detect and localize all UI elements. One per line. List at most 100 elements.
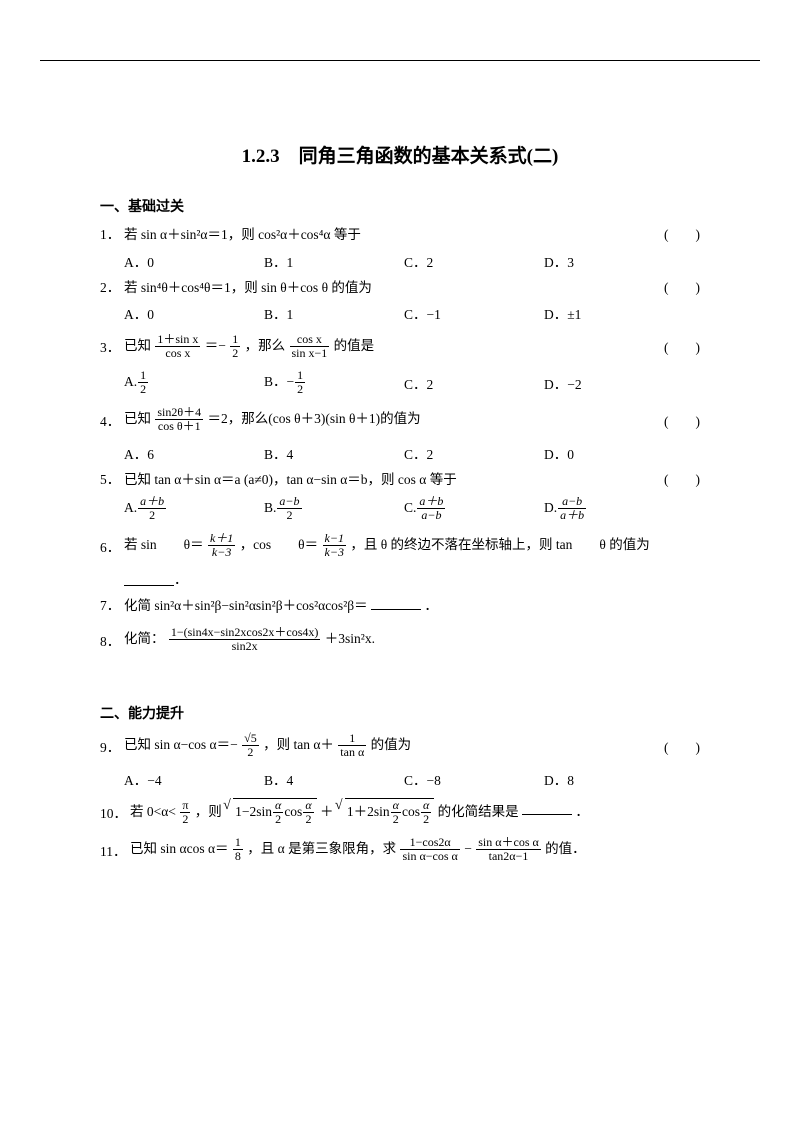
q5-text: 已知 tan α＋sin α＝a (a≠0)，tan α−sin α＝b，则 c…	[124, 469, 660, 491]
q5-opt-d: D.a−ba＋b	[544, 495, 664, 522]
q9-options: A．−4 B．4 C．−8 D．8	[124, 769, 700, 789]
q11-frac1: 18	[233, 836, 243, 863]
q11-t3: −	[464, 841, 472, 856]
q4-opt-b: B．4	[264, 443, 404, 463]
document-page: 1.2.3 同角三角函数的基本关系式(二) 一、基础过关 1． 若 sin α＋…	[40, 60, 760, 953]
q5-opt-a: A.a＋b2	[124, 495, 264, 522]
q4-options: A．6 B．4 C．2 D．0	[124, 443, 700, 463]
q3-frac1: 1＋sin xcos x	[155, 333, 200, 360]
q3-mid1: ＝−	[205, 337, 226, 352]
section-2-head: 二、能力提升	[100, 703, 700, 723]
q8-num: 8．	[100, 630, 124, 650]
q6-blank	[124, 573, 174, 586]
q10-blank	[522, 802, 572, 815]
q6-line2: ．	[100, 569, 700, 591]
q1-opt-a: A．0	[124, 251, 264, 271]
q10-t2: ，则	[195, 803, 222, 818]
q9-paren: ( )	[660, 736, 700, 756]
q7-post: ．	[424, 598, 438, 613]
q5-paren: ( )	[660, 469, 700, 491]
q3-options: A.12 B．−12 C．2 D．−2	[124, 369, 700, 396]
q10-t5: ．	[575, 803, 589, 818]
q4-num: 4．	[100, 410, 124, 430]
q4-body: 已知 sin2θ＋4cos θ＋1 ＝2，那么(cos θ＋3)(sin θ＋1…	[124, 406, 660, 433]
q9-frac2: 1tan α	[338, 732, 366, 759]
q8-frac: 1−(sin4x−sin2xcos2x＋cos4x)sin2x	[169, 626, 321, 653]
q6-body: 若 sin θ＝ k＋1k−3 ，cos θ＝ k−1k−3 ，且 θ 的终边不…	[124, 532, 700, 559]
q4-opt-c: C．2	[404, 443, 544, 463]
q2-opt-c: C．−1	[404, 303, 544, 323]
q3-opt-c: C．2	[404, 373, 544, 393]
question-8: 8． 化简： 1−(sin4x−sin2xcos2x＋cos4x)sin2x ＋…	[100, 625, 700, 655]
q5-num: 5．	[100, 469, 124, 491]
q1-opt-d: D．3	[544, 251, 664, 271]
q2-options: A．0 B．1 C．−1 D．±1	[124, 303, 700, 323]
page-title: 1.2.3 同角三角函数的基本关系式(二)	[100, 141, 700, 168]
q4-frac1: sin2θ＋4cos θ＋1	[155, 406, 203, 433]
q3-mid2: ，那么	[245, 337, 286, 352]
q5-options: A.a＋b2 B.a−b2 C.a＋ba−b D.a−ba＋b	[124, 495, 700, 522]
q3-frac2: 12	[230, 333, 240, 360]
q10-frac1: π2	[180, 799, 190, 826]
q11-t1: 已知 sin αcos α＝	[130, 841, 229, 856]
q7-body: 化简 sin²α＋sin²β−sin²αsin²β＋cos²αcos²β＝ ．	[124, 595, 700, 617]
q11-t2: ，且 α 是第三象限角，求	[247, 841, 396, 856]
q11-body: 已知 sin αcos α＝ 18 ，且 α 是第三象限角，求 1−cos2αs…	[130, 836, 700, 863]
q9-body: 已知 sin α−cos α＝− √52 ，则 tan α＋ 1tan α 的值…	[124, 732, 660, 759]
q3-pre: 已知	[124, 337, 151, 352]
question-9: 9． 已知 sin α−cos α＝− √52 ，则 tan α＋ 1tan α…	[100, 731, 700, 761]
q3-paren: ( )	[660, 336, 700, 356]
q10-body: 若 0<α< π2 ，则 1−2sinα2cosα2 ＋ 1＋2sinα2cos…	[130, 798, 700, 826]
q1-opt-b: B．1	[264, 251, 404, 271]
q9-num: 9．	[100, 736, 124, 756]
question-5: 5． 已知 tan α＋sin α＝a (a≠0)，tan α−sin α＝b，…	[100, 469, 700, 491]
q10-t1: 若 0<α<	[130, 803, 176, 818]
q3-opt-a: A.12	[124, 369, 264, 396]
q10-t3: ＋	[320, 803, 334, 818]
section-1-head: 一、基础过关	[100, 196, 700, 216]
q3-opt-b: B．−12	[264, 369, 404, 396]
q11-frac2: 1−cos2αsin α−cos α	[400, 836, 459, 863]
q10-num: 10．	[100, 802, 130, 822]
q9-frac1: √52	[242, 732, 259, 759]
q9-opt-a: A．−4	[124, 769, 264, 789]
question-4: 4． 已知 sin2θ＋4cos θ＋1 ＝2，那么(cos θ＋3)(sin …	[100, 405, 700, 435]
question-1: 1． 若 sin α＋sin²α＝1，则 cos²α＋cos⁴α 等于 ( )	[100, 224, 700, 246]
q11-num: 11．	[100, 840, 130, 860]
q1-opt-c: C．2	[404, 251, 544, 271]
page-footer	[100, 873, 700, 913]
q4-opt-d: D．0	[544, 443, 664, 463]
question-2: 2． 若 sin⁴θ＋cos⁴θ＝1，则 sin θ＋cos θ 的值为 ( )	[100, 277, 700, 299]
q9-t2: ，则 tan α＋	[263, 737, 334, 752]
q2-opt-d: D．±1	[544, 303, 664, 323]
q3-body: 已知 1＋sin xcos x ＝− 12 ，那么 cos xsin x−1 的…	[124, 333, 660, 360]
q10-sqrt1: 1−2sinα2cosα2	[225, 798, 317, 826]
q3-num: 3．	[100, 336, 124, 356]
q5-opt-b: B.a−b2	[264, 495, 404, 522]
spacer	[100, 663, 700, 693]
q1-num: 1．	[100, 224, 124, 246]
q2-opt-a: A．0	[124, 303, 264, 323]
question-11: 11． 已知 sin αcos α＝ 18 ，且 α 是第三象限角，求 1−co…	[100, 835, 700, 865]
question-10: 10． 若 0<α< π2 ，则 1−2sinα2cosα2 ＋ 1＋2sinα…	[100, 797, 700, 827]
question-7: 7． 化简 sin²α＋sin²β−sin²αsin²β＋cos²αcos²β＝…	[100, 595, 700, 617]
q3-opt-d: D．−2	[544, 373, 664, 393]
q6-frac2: k−1k−3	[323, 532, 346, 559]
q2-num: 2．	[100, 277, 124, 299]
q6-t1: 若 sin θ＝	[124, 537, 204, 552]
q1-text: 若 sin α＋sin²α＝1，则 cos²α＋cos⁴α 等于	[124, 224, 660, 246]
q9-opt-c: C．−8	[404, 769, 544, 789]
q6-t4: ．	[174, 569, 188, 591]
q5-opt-c: C.a＋ba−b	[404, 495, 544, 522]
q9-t1: 已知 sin α−cos α＝−	[124, 737, 238, 752]
q2-paren: ( )	[660, 277, 700, 299]
q4-pre: 已知	[124, 411, 151, 426]
q8-post: ＋3sin²x.	[325, 631, 375, 646]
q8-body: 化简： 1−(sin4x−sin2xcos2x＋cos4x)sin2x ＋3si…	[124, 626, 700, 653]
q2-opt-b: B．1	[264, 303, 404, 323]
q6-num: 6．	[100, 536, 124, 556]
q6-t2: ，cos θ＝	[240, 537, 318, 552]
q2-text: 若 sin⁴θ＋cos⁴θ＝1，则 sin θ＋cos θ 的值为	[124, 277, 660, 299]
q8-pre: 化简：	[124, 631, 165, 646]
q6-t3: ，且 θ 的终边不落在坐标轴上，则 tan θ 的值为	[350, 537, 649, 552]
